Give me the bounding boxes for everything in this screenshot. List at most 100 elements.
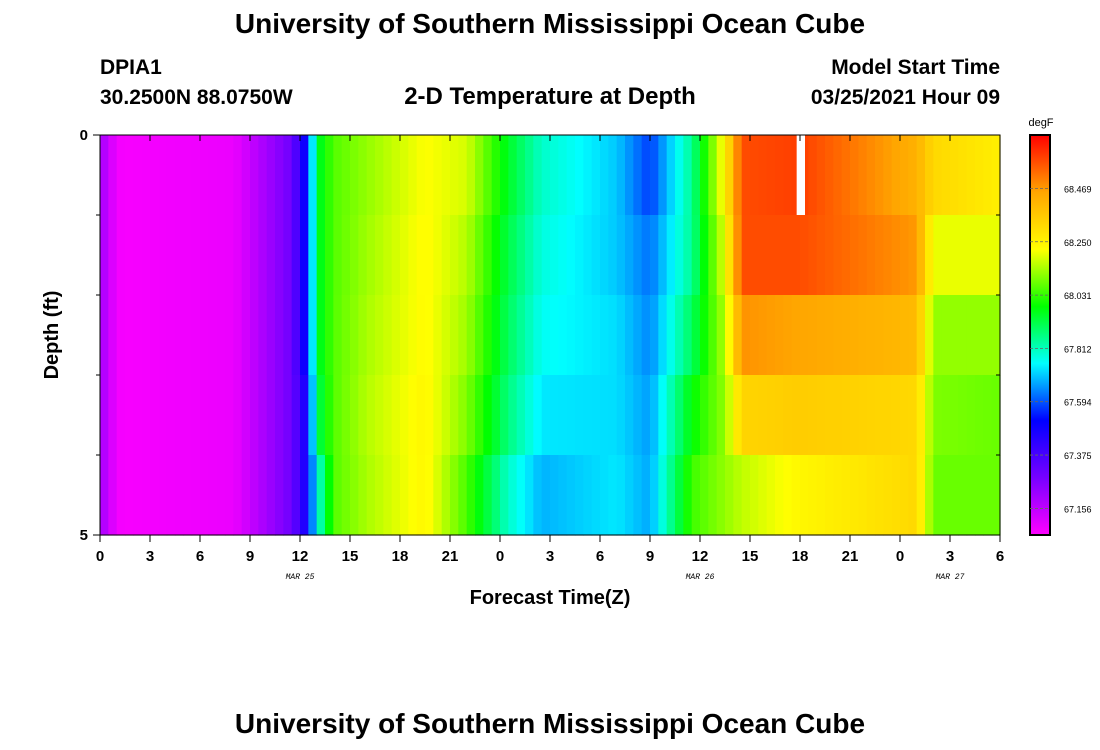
heatmap-cell (275, 295, 284, 376)
station-coordinates: 30.2500N 88.0750W (100, 86, 293, 109)
heatmap-cell (408, 295, 418, 376)
heatmap-cell (108, 135, 118, 216)
heatmap-cell (408, 455, 418, 536)
heatmap-cell (116, 215, 126, 296)
heatmap-cell (291, 455, 301, 536)
heatmap-cell (533, 455, 543, 536)
heatmap-cell (808, 135, 818, 216)
heatmap-cell (550, 375, 559, 456)
heatmap-cell (183, 295, 193, 376)
heatmap-cell (608, 295, 618, 376)
heatmap-cell (716, 455, 726, 536)
heatmap-cell (691, 135, 701, 216)
heatmap-cell (150, 375, 159, 456)
heatmap-cell (175, 215, 184, 296)
heatmap-cell (733, 455, 743, 536)
heatmap-cell (658, 295, 668, 376)
heatmap-cell (325, 135, 334, 216)
heatmap-cell (216, 375, 226, 456)
heatmap-cell (766, 215, 776, 296)
heatmap-cell (841, 375, 851, 456)
heatmap-cell (566, 375, 576, 456)
heatmap-cell (700, 215, 709, 296)
heatmap-cell (916, 295, 926, 376)
heatmap-cell (783, 375, 793, 456)
heatmap-cell (841, 295, 851, 376)
heatmap-cell (925, 295, 934, 376)
heatmap-cell (300, 375, 309, 456)
heatmap-cell (783, 215, 793, 296)
heatmap-cell (266, 375, 276, 456)
x-tick-label: 6 (596, 548, 604, 565)
heatmap-cell (250, 375, 259, 456)
date-label: MAR 27 (936, 573, 965, 582)
heatmap-cell (466, 295, 476, 376)
heatmap-cell (525, 295, 534, 376)
heatmap-cell (341, 295, 351, 376)
heatmap-cell (383, 375, 393, 456)
heatmap-cell (766, 455, 776, 536)
heatmap-cell (583, 455, 593, 536)
heatmap-cell (133, 375, 143, 456)
heatmap-cell (158, 375, 168, 456)
heatmap-cell (866, 295, 876, 376)
heatmap-cell (316, 215, 326, 296)
heatmap-cell (383, 135, 393, 216)
heatmap-cell (708, 375, 718, 456)
heatmap-cell (633, 295, 643, 376)
heatmap-cell (966, 375, 976, 456)
heatmap-cell (600, 135, 609, 216)
heatmap-cell (425, 295, 434, 376)
heatmap-cell (391, 455, 401, 536)
heatmap-cell (808, 215, 818, 296)
heatmap-cell (375, 215, 384, 296)
heatmap-cell (275, 455, 284, 536)
heatmap-cell (891, 375, 901, 456)
heatmap-cell (508, 295, 518, 376)
heatmap-cell (833, 215, 843, 296)
heatmap-cell (733, 375, 743, 456)
heatmap-cell (641, 375, 651, 456)
heatmap-cell (166, 135, 176, 216)
heatmap-cell (933, 375, 943, 456)
heatmap-cell (666, 135, 676, 216)
heatmap-cell (650, 375, 659, 456)
colorbar: 68.469 68.250 68.031 67.812 67.594 67.375 67.1… (1029, 134, 1092, 536)
heatmap-cell (700, 295, 709, 376)
heatmap-cell (750, 135, 759, 216)
heatmap-cell (541, 135, 551, 216)
heatmap-cell (300, 455, 309, 536)
heatmap-cell (133, 215, 143, 296)
heatmap-cell (483, 295, 493, 376)
heatmap-cell (825, 215, 834, 296)
heatmap-cell (866, 135, 876, 216)
x-tick-label: 15 (342, 548, 359, 565)
heatmap-cell (300, 135, 309, 216)
heatmap-cell (991, 375, 1001, 456)
heatmap-cell (208, 455, 218, 536)
heatmap-cell (458, 295, 468, 376)
heatmap-cell (708, 215, 718, 296)
heatmap-cell (591, 135, 601, 216)
heatmap-cell (358, 135, 368, 216)
heatmap-cell (416, 295, 426, 376)
heatmap-cell (516, 135, 526, 216)
heatmap-cell (708, 295, 718, 376)
y-tick-label: 0 (80, 127, 88, 144)
heatmap-cell (491, 455, 501, 536)
heatmap-cell (625, 455, 634, 536)
heatmap-cell (366, 295, 376, 376)
heatmap-cell (925, 375, 934, 456)
heatmap-cell (625, 135, 634, 216)
heatmap-cell (466, 215, 476, 296)
heatmap-cell (391, 295, 401, 376)
heatmap-cell (200, 135, 209, 216)
heatmap-cell (191, 215, 201, 296)
heatmap-cell (200, 375, 209, 456)
heatmap-cell (958, 295, 968, 376)
heatmap-cell (100, 215, 109, 296)
heatmap-cell (858, 215, 868, 296)
heatmap-cell (466, 375, 476, 456)
heatmap-cell (533, 375, 543, 456)
